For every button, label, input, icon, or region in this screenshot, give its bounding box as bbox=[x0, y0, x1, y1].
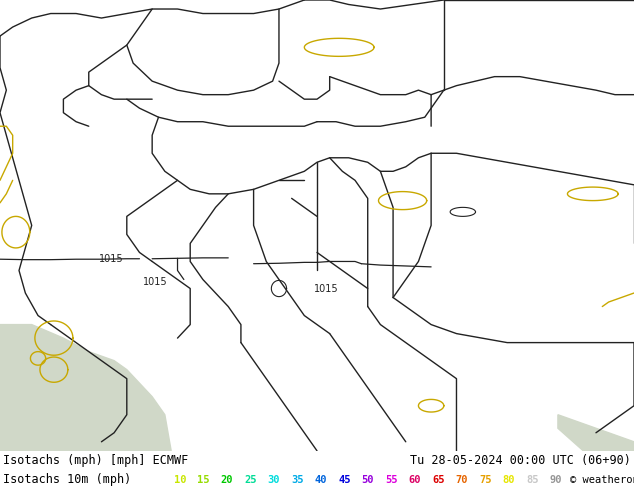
Text: 1015: 1015 bbox=[99, 254, 123, 264]
Text: 30: 30 bbox=[268, 475, 280, 485]
Text: 35: 35 bbox=[291, 475, 304, 485]
Text: Isotachs (mph) [mph] ECMWF: Isotachs (mph) [mph] ECMWF bbox=[3, 454, 188, 467]
Text: 85: 85 bbox=[526, 475, 539, 485]
Text: 60: 60 bbox=[409, 475, 421, 485]
Text: 25: 25 bbox=[244, 475, 257, 485]
Text: 45: 45 bbox=[339, 475, 351, 485]
Text: Tu 28-05-2024 00:00 UTC (06+90): Tu 28-05-2024 00:00 UTC (06+90) bbox=[410, 454, 631, 467]
Text: 70: 70 bbox=[456, 475, 469, 485]
Polygon shape bbox=[558, 415, 634, 451]
Text: 20: 20 bbox=[221, 475, 233, 485]
Text: 90: 90 bbox=[550, 475, 562, 485]
Text: 50: 50 bbox=[362, 475, 374, 485]
Text: Isotachs 10m (mph): Isotachs 10m (mph) bbox=[3, 473, 131, 487]
Text: 1015: 1015 bbox=[314, 284, 339, 294]
Text: 40: 40 bbox=[314, 475, 327, 485]
Text: © weatheronline.co.uk: © weatheronline.co.uk bbox=[570, 475, 634, 485]
Text: 10: 10 bbox=[174, 475, 186, 485]
Text: 80: 80 bbox=[503, 475, 515, 485]
Polygon shape bbox=[0, 324, 171, 451]
Text: 55: 55 bbox=[385, 475, 398, 485]
Text: 75: 75 bbox=[479, 475, 492, 485]
Text: 65: 65 bbox=[432, 475, 444, 485]
Text: 1015: 1015 bbox=[143, 277, 167, 287]
Text: 15: 15 bbox=[197, 475, 210, 485]
